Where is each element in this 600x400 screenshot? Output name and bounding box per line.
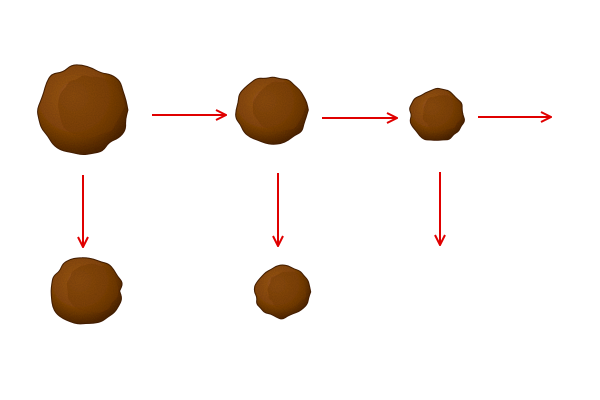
particle-top-large (37, 64, 129, 156)
particle-top-medium (235, 76, 309, 145)
particle-top-small (409, 87, 465, 141)
particle-bottom-middle (253, 264, 312, 320)
particle-bottom-left (50, 257, 123, 325)
